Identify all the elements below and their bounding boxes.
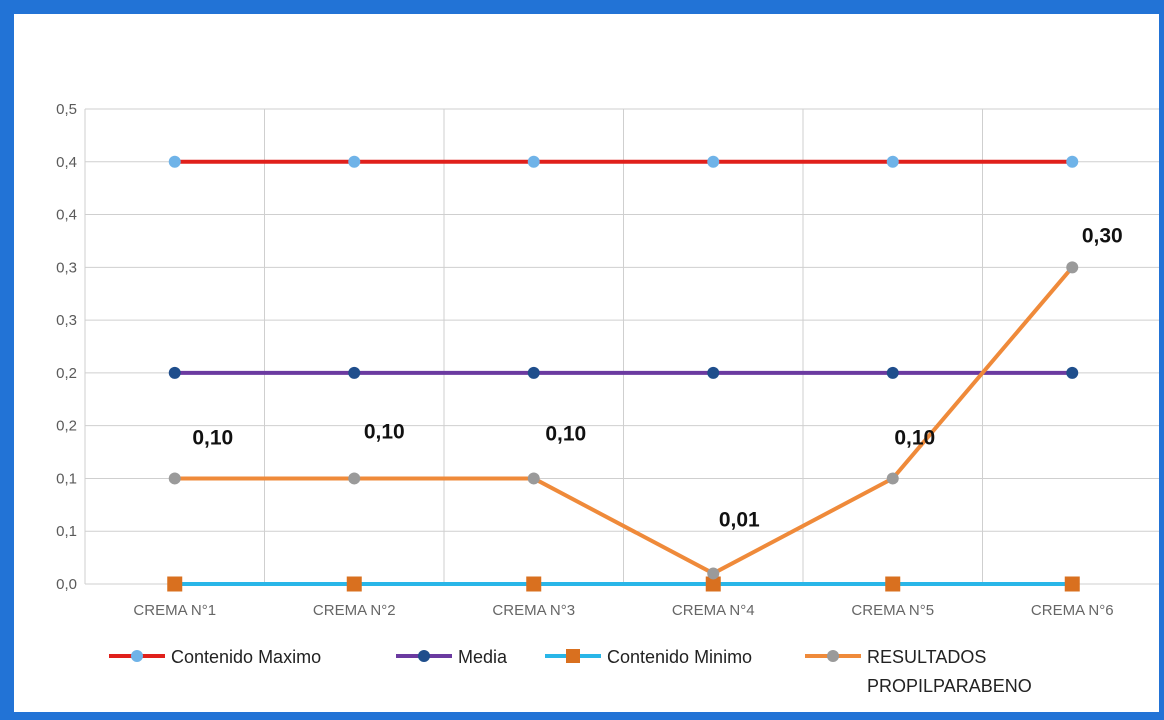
x-tick-label: CREMA N°2 [313,602,396,619]
y-tick-label: 0,1 [56,470,77,487]
data-label: 0,30 [1082,224,1123,247]
legend-label: RESULTADOS [867,647,986,667]
series-4-point [886,472,899,485]
line-chart: 0,0 0,1 0,1 0,2 0,2 0,3 0,3 0,4 0,4 0,5 CREMA N°1 C… [56,101,1159,696]
series-4-point [1066,261,1079,274]
chart-frame: 0,0 0,1 0,1 0,2 0,2 0,3 0,3 0,4 0,4 0,5 CREMA N°1 C… [14,14,1159,712]
y-tick-label: 0,4 [56,154,77,171]
x-tick-label: CREMA N°5 [851,602,934,619]
series-2-point [707,366,720,379]
y-tick-label: 0,4 [56,207,77,224]
series-4-point [168,472,181,485]
y-tick-label: 0,0 [56,576,77,593]
series-1-point [1066,155,1079,168]
series-2-point [168,366,181,379]
legend-label: Contenido Maximo [171,647,321,667]
x-tick-label: CREMA N°3 [492,602,575,619]
series-2-point [1066,366,1079,379]
legend-label: Media [458,647,508,667]
data-label: 0,10 [894,426,935,449]
series-1-point [168,155,181,168]
series-1-point [886,155,899,168]
legend-label: Contenido Minimo [607,647,752,667]
data-label: 0,10 [545,422,586,445]
y-tick-label: 0,3 [56,312,77,329]
series-4-point [707,567,720,580]
series-3-point [705,576,721,592]
series-3-point [1064,576,1080,592]
series-3-point [167,576,183,592]
series-3-point [526,576,542,592]
data-label: 0,10 [192,426,233,449]
legend-label: PROPILPARABENO [867,676,1032,696]
series-4-point [348,472,361,485]
data-label: 0,01 [719,508,760,531]
series-3-point [885,576,901,592]
y-tick-label: 0,1 [56,523,77,540]
legend-marker-4 [827,650,839,662]
y-tick-label: 0,3 [56,259,77,276]
series-line-4 [174,266,1074,576]
legend-marker-3 [566,649,580,663]
y-tick-label: 0,2 [56,418,77,435]
x-tick-label: CREMA N°1 [133,602,216,619]
series-2-point [348,366,361,379]
series-3-point [346,576,362,592]
series-2-point [886,366,899,379]
y-tick-label: 0,5 [56,101,77,118]
series-4-point [527,472,540,485]
x-tick-label: CREMA N°6 [1031,602,1114,619]
legend-marker-2 [418,650,430,662]
y-tick-label: 0,2 [56,365,77,382]
series-1-point [348,155,361,168]
series-1-point [527,155,540,168]
x-tick-label: CREMA N°4 [672,602,755,619]
series-1-point [707,155,720,168]
series-2-point [527,366,540,379]
data-label: 0,10 [364,420,405,443]
legend-marker-1 [131,650,143,662]
